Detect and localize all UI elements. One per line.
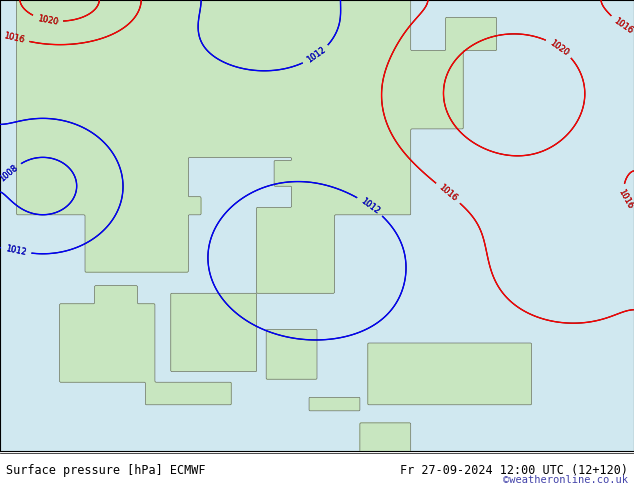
- Text: 1008: 1008: [0, 163, 20, 184]
- Text: 1016: 1016: [612, 17, 634, 36]
- Text: 1016: 1016: [617, 188, 634, 210]
- Text: 1016: 1016: [3, 31, 25, 45]
- Text: 1012: 1012: [305, 46, 327, 65]
- Text: 1008: 1008: [0, 163, 20, 184]
- Text: 1012: 1012: [5, 244, 27, 257]
- Text: 1012: 1012: [359, 196, 382, 216]
- Text: 1016: 1016: [437, 183, 459, 203]
- Text: ©weatheronline.co.uk: ©weatheronline.co.uk: [503, 475, 628, 485]
- Text: 1016: 1016: [3, 31, 25, 45]
- Text: 1016: 1016: [437, 183, 459, 203]
- Text: 1012: 1012: [305, 46, 327, 65]
- Text: 1020: 1020: [548, 38, 571, 57]
- Text: Fr 27-09-2024 12:00 UTC (12+120): Fr 27-09-2024 12:00 UTC (12+120): [399, 464, 628, 477]
- Text: Surface pressure [hPa] ECMWF: Surface pressure [hPa] ECMWF: [6, 464, 206, 477]
- Text: 1012: 1012: [359, 196, 382, 216]
- Text: 1020: 1020: [548, 38, 571, 57]
- Text: 1016: 1016: [617, 188, 634, 210]
- Text: 1020: 1020: [37, 14, 59, 26]
- Text: 1020: 1020: [37, 14, 59, 26]
- Text: 1012: 1012: [5, 244, 27, 257]
- Text: 1016: 1016: [612, 17, 634, 36]
